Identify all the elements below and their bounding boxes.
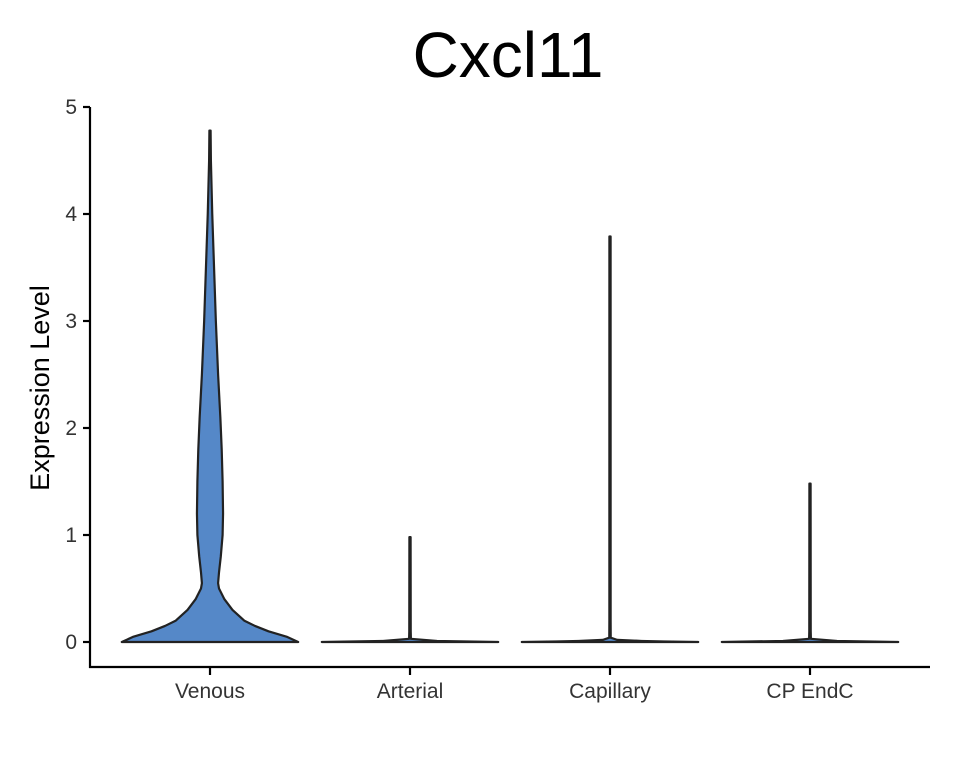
violin-group	[120, 129, 900, 644]
y-tick-label: 4	[65, 203, 77, 226]
x-tick-label: Venous	[175, 680, 245, 703]
x-tick-label: CP EndC	[766, 680, 853, 703]
y-tick-label: 0	[65, 631, 77, 654]
violin-arterial	[320, 536, 500, 644]
x-tick-label: Arterial	[377, 680, 444, 703]
y-tick-label: 3	[65, 310, 77, 333]
chart-title: Cxcl11	[413, 19, 604, 91]
violin-cp-endc	[720, 482, 900, 644]
y-tick-label: 5	[65, 96, 77, 119]
y-axis-ticks: 0 1 2 3 4 5	[65, 96, 90, 654]
x-axis-ticks: Venous Arterial Capillary CP EndC	[175, 667, 854, 703]
violin-venous	[120, 129, 300, 644]
x-tick-label: Capillary	[569, 680, 651, 703]
violin-capillary	[520, 235, 700, 644]
y-tick-label: 2	[65, 417, 77, 440]
y-tick-label: 1	[65, 524, 77, 547]
y-axis-title: Expression Level	[25, 285, 55, 491]
